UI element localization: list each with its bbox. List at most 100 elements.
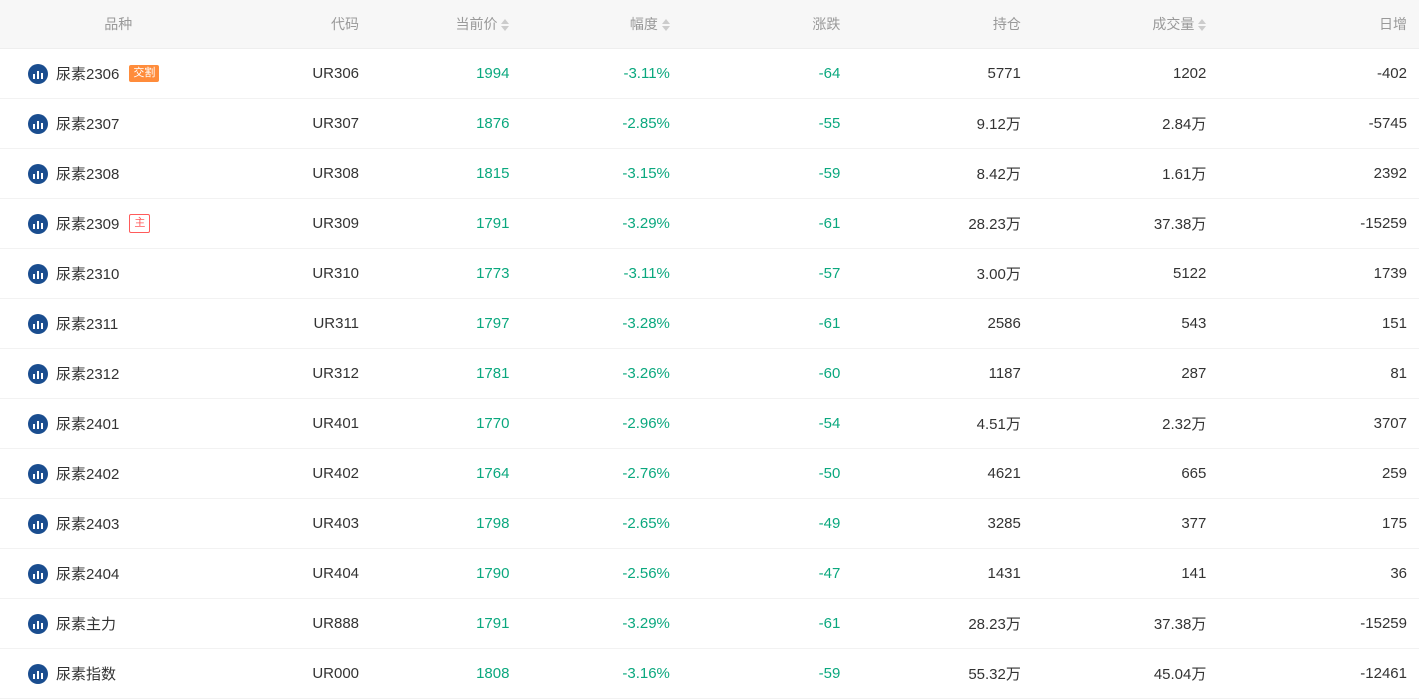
cell-price: 1773: [371, 249, 521, 299]
cell-dayinc: 259: [1218, 449, 1419, 499]
table-row[interactable]: 尿素2307UR3071876-2.85%-559.12万2.84万-5745: [0, 99, 1419, 149]
table-row[interactable]: 尿素指数UR0001808-3.16%-5955.32万45.04万-12461: [0, 649, 1419, 699]
chart-icon[interactable]: [28, 514, 48, 534]
chart-icon[interactable]: [28, 214, 48, 234]
cell-position: 5771: [852, 49, 1033, 99]
cell-position: 8.42万: [852, 149, 1033, 199]
chart-icon[interactable]: [28, 164, 48, 184]
cell-price: 1815: [371, 149, 521, 199]
cell-position: 28.23万: [852, 199, 1033, 249]
cell-volume: 377: [1033, 499, 1219, 549]
cell-name: 尿素2308: [0, 149, 221, 199]
product-name[interactable]: 尿素2401: [56, 416, 119, 433]
cell-change: -59: [682, 149, 852, 199]
cell-code: UR307: [221, 99, 371, 149]
table-row[interactable]: 尿素2402UR4021764-2.76%-504621665259: [0, 449, 1419, 499]
cell-amplitude: -2.76%: [521, 449, 681, 499]
cell-change: -60: [682, 349, 852, 399]
chart-icon[interactable]: [28, 464, 48, 484]
col-header-label: 幅度: [630, 16, 658, 32]
cell-position: 3.00万: [852, 249, 1033, 299]
col-header-volume[interactable]: 成交量: [1033, 0, 1219, 49]
cell-position: 4.51万: [852, 399, 1033, 449]
cell-change: -49: [682, 499, 852, 549]
table-body: 尿素2306交割UR3061994-3.11%-6457711202-402尿素…: [0, 49, 1419, 699]
cell-name: 尿素2312: [0, 349, 221, 399]
cell-price: 1798: [371, 499, 521, 549]
cell-price: 1770: [371, 399, 521, 449]
chart-icon[interactable]: [28, 414, 48, 434]
chart-icon[interactable]: [28, 114, 48, 134]
cell-position: 9.12万: [852, 99, 1033, 149]
product-name[interactable]: 尿素2306: [56, 66, 119, 83]
chart-icon[interactable]: [28, 264, 48, 284]
col-header-amplitude[interactable]: 幅度: [521, 0, 681, 49]
cell-name: 尿素2403: [0, 499, 221, 549]
cell-price: 1791: [371, 199, 521, 249]
col-header-name: 品种: [0, 0, 221, 49]
chart-icon[interactable]: [28, 564, 48, 584]
cell-dayinc: -5745: [1218, 99, 1419, 149]
chart-icon[interactable]: [28, 364, 48, 384]
sort-icon[interactable]: [662, 19, 670, 31]
product-name[interactable]: 尿素2311: [56, 316, 118, 333]
col-header-price[interactable]: 当前价: [371, 0, 521, 49]
col-header-label: 日增: [1379, 16, 1407, 32]
col-header-label: 持仓: [993, 16, 1021, 32]
cell-amplitude: -3.11%: [521, 249, 681, 299]
product-name[interactable]: 尿素2309: [56, 216, 119, 233]
cell-amplitude: -3.26%: [521, 349, 681, 399]
chart-icon[interactable]: [28, 64, 48, 84]
cell-price: 1790: [371, 549, 521, 599]
table-row[interactable]: 尿素2311UR3111797-3.28%-612586543151: [0, 299, 1419, 349]
cell-volume: 45.04万: [1033, 649, 1219, 699]
cell-dayinc: 151: [1218, 299, 1419, 349]
cell-change: -55: [682, 99, 852, 149]
cell-amplitude: -3.11%: [521, 49, 681, 99]
table-row[interactable]: 尿素2309主UR3091791-3.29%-6128.23万37.38万-15…: [0, 199, 1419, 249]
table-row[interactable]: 尿素2403UR4031798-2.65%-493285377175: [0, 499, 1419, 549]
cell-volume: 141: [1033, 549, 1219, 599]
cell-name: 尿素2309主: [0, 199, 221, 249]
chart-icon[interactable]: [28, 614, 48, 634]
product-name[interactable]: 尿素主力: [56, 616, 116, 633]
cell-position: 28.23万: [852, 599, 1033, 649]
cell-code: UR311: [221, 299, 371, 349]
chart-icon[interactable]: [28, 664, 48, 684]
table-row[interactable]: 尿素2312UR3121781-3.26%-60118728781: [0, 349, 1419, 399]
table: 品种代码当前价幅度涨跌持仓成交量日增 尿素2306交割UR3061994-3.1…: [0, 0, 1419, 699]
cell-name: 尿素主力: [0, 599, 221, 649]
cell-amplitude: -3.28%: [521, 299, 681, 349]
product-name[interactable]: 尿素2310: [56, 266, 119, 283]
cell-change: -61: [682, 599, 852, 649]
product-name[interactable]: 尿素2403: [56, 516, 119, 533]
sort-icon[interactable]: [501, 19, 509, 31]
cell-volume: 2.84万: [1033, 99, 1219, 149]
table-row[interactable]: 尿素2310UR3101773-3.11%-573.00万51221739: [0, 249, 1419, 299]
cell-amplitude: -2.65%: [521, 499, 681, 549]
table-row[interactable]: 尿素2404UR4041790-2.56%-47143114136: [0, 549, 1419, 599]
product-name[interactable]: 尿素2307: [56, 116, 119, 133]
cell-code: UR404: [221, 549, 371, 599]
chart-icon[interactable]: [28, 314, 48, 334]
cell-code: UR309: [221, 199, 371, 249]
cell-dayinc: 3707: [1218, 399, 1419, 449]
product-name[interactable]: 尿素2308: [56, 166, 119, 183]
cell-dayinc: 81: [1218, 349, 1419, 399]
table-row[interactable]: 尿素2306交割UR3061994-3.11%-6457711202-402: [0, 49, 1419, 99]
cell-code: UR306: [221, 49, 371, 99]
cell-code: UR401: [221, 399, 371, 449]
cell-code: UR000: [221, 649, 371, 699]
product-name[interactable]: 尿素2404: [56, 566, 119, 583]
product-name[interactable]: 尿素指数: [56, 666, 116, 683]
cell-name: 尿素2307: [0, 99, 221, 149]
product-name[interactable]: 尿素2312: [56, 366, 119, 383]
table-row[interactable]: 尿素主力UR8881791-3.29%-6128.23万37.38万-15259: [0, 599, 1419, 649]
cell-code: UR312: [221, 349, 371, 399]
table-row[interactable]: 尿素2308UR3081815-3.15%-598.42万1.61万2392: [0, 149, 1419, 199]
cell-amplitude: -3.29%: [521, 199, 681, 249]
badge-delivery: 交割: [129, 65, 159, 82]
table-row[interactable]: 尿素2401UR4011770-2.96%-544.51万2.32万3707: [0, 399, 1419, 449]
sort-icon[interactable]: [1198, 19, 1206, 31]
product-name[interactable]: 尿素2402: [56, 466, 119, 483]
